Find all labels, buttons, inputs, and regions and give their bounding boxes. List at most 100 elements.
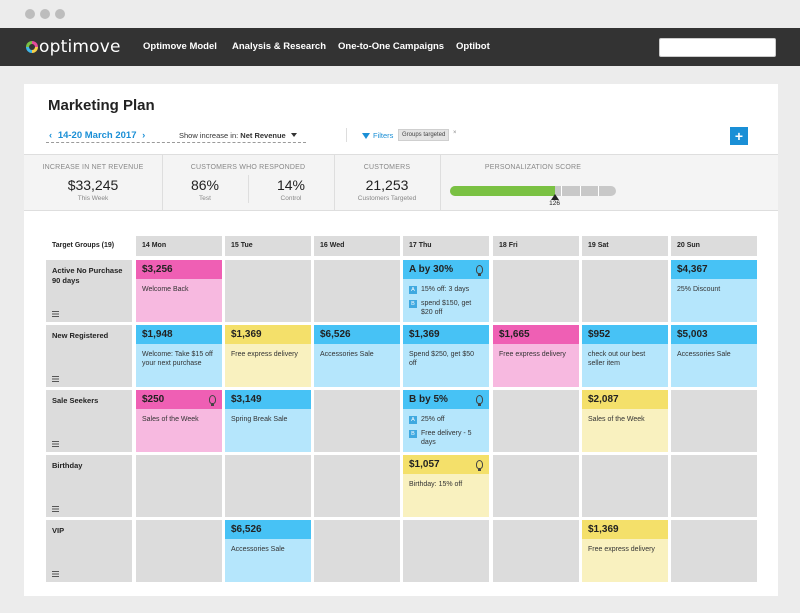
- filters-button[interactable]: Filters: [362, 131, 393, 140]
- list-icon[interactable]: [52, 506, 59, 512]
- show-increase-select[interactable]: Show increase in: Net Revenue: [179, 131, 297, 140]
- campaign-desc: Free express delivery: [231, 351, 298, 358]
- empty-cell[interactable]: [314, 260, 400, 322]
- empty-cell[interactable]: [314, 520, 400, 582]
- campaign-amount: B by 5%: [403, 390, 489, 409]
- campaign-desc: Accessories Sale: [320, 351, 374, 358]
- campaign-card[interactable]: $1,057 Birthday: 15% off: [403, 455, 489, 517]
- group-row-header[interactable]: Birthday: [46, 455, 132, 517]
- group-row-header[interactable]: Active No Purchase 90 days: [46, 260, 132, 322]
- empty-cell[interactable]: [493, 455, 579, 517]
- campaign-card[interactable]: $1,665 Free express delivery: [493, 325, 579, 387]
- empty-cell[interactable]: [136, 520, 222, 582]
- campaign-card[interactable]: $2,087 Sales of the Week: [582, 390, 668, 452]
- campaign-card[interactable]: $1,369 Free express delivery: [225, 325, 311, 387]
- list-icon[interactable]: [52, 571, 59, 577]
- optimove-logo[interactable]: optimove: [26, 37, 121, 57]
- add-campaign-button[interactable]: +: [730, 127, 748, 145]
- close-icon[interactable]: ×: [453, 130, 457, 136]
- date-range[interactable]: 14-20 March 2017: [57, 130, 137, 141]
- campaign-card[interactable]: $6,526 Accessories Sale: [314, 325, 400, 387]
- list-icon[interactable]: [52, 441, 59, 447]
- net-revenue-sub: This Week: [77, 195, 109, 202]
- empty-cell[interactable]: [314, 455, 400, 517]
- campaign-desc: Free express delivery: [588, 546, 655, 553]
- empty-cell[interactable]: [314, 390, 400, 452]
- day-header: 16 Wed: [314, 236, 400, 256]
- empty-cell[interactable]: [671, 390, 757, 452]
- variant-a-text: 15% off: 3 days: [421, 286, 470, 293]
- window-maximize-icon[interactable]: [55, 9, 65, 19]
- stats-divider: [334, 155, 335, 211]
- campaign-desc: A 25% off B Free delivery - 5 days: [403, 409, 489, 447]
- campaign-desc: Birthday: 15% off: [409, 481, 463, 488]
- empty-cell[interactable]: [136, 455, 222, 517]
- campaign-card[interactable]: $1,369 Spend $250, get $50 off: [403, 325, 489, 387]
- campaign-desc: Spend $250, get $50 off: [409, 351, 475, 367]
- day-header: 17 Thu: [403, 236, 489, 256]
- empty-cell[interactable]: [493, 260, 579, 322]
- list-icon[interactable]: [52, 311, 59, 317]
- campaign-amount: $1,665: [493, 325, 579, 344]
- nav-one-to-one-campaigns[interactable]: One-to-One Campaigns: [338, 41, 445, 52]
- campaign-amount: $6,526: [225, 520, 311, 539]
- campaign-desc: Welcome Back: [136, 279, 222, 294]
- empty-cell[interactable]: [582, 260, 668, 322]
- campaign-card[interactable]: $3,256 Welcome Back: [136, 260, 222, 322]
- campaign-card[interactable]: $4,367 25% Discount: [671, 260, 757, 322]
- campaign-amount: $1,369: [403, 325, 489, 344]
- group-name: Active No Purchase 90 days: [52, 266, 123, 285]
- stats-divider: [162, 155, 163, 211]
- target-groups-header: Target Groups (19): [52, 242, 115, 249]
- responded-test-value: 86%: [190, 177, 220, 193]
- score-marker-icon: [550, 194, 559, 200]
- campaign-card[interactable]: $952 check out our best seller item: [582, 325, 668, 387]
- show-increase-value: Net Revenue: [240, 131, 286, 140]
- group-row-header[interactable]: VIP: [46, 520, 132, 582]
- group-row-header[interactable]: Sale Seekers: [46, 390, 132, 452]
- empty-cell[interactable]: [671, 455, 757, 517]
- campaign-amount: $1,057: [403, 455, 489, 474]
- responded-label: CUSTOMERS WHO RESPONDED: [190, 164, 306, 171]
- campaign-card[interactable]: $250 Sales of the Week: [136, 390, 222, 452]
- group-row-header[interactable]: New Registered: [46, 325, 132, 387]
- group-name: New Registered: [52, 331, 109, 340]
- group-name: Birthday: [52, 461, 83, 470]
- empty-cell[interactable]: [493, 390, 579, 452]
- empty-cell[interactable]: [225, 455, 311, 517]
- nav-analysis-research[interactable]: Analysis & Research: [232, 41, 326, 52]
- filter-chip-groups-targeted[interactable]: Groups targeted: [398, 129, 450, 141]
- chevron-right-icon[interactable]: ›: [142, 130, 146, 141]
- empty-cell[interactable]: [493, 520, 579, 582]
- marketing-plan-panel: Marketing Plan ‹ 14-20 March 2017 › Show…: [24, 84, 778, 596]
- campaign-card[interactable]: $1,948 Welcome: Take $15 off your next p…: [136, 325, 222, 387]
- toolbar-separator: [346, 128, 347, 142]
- campaign-amount: $1,369: [582, 520, 668, 539]
- group-name: VIP: [52, 526, 65, 535]
- chevron-left-icon[interactable]: ‹: [49, 130, 53, 141]
- empty-cell[interactable]: [582, 455, 668, 517]
- empty-cell[interactable]: [225, 260, 311, 322]
- empty-cell[interactable]: [403, 520, 489, 582]
- nav-optibot[interactable]: Optibot: [456, 41, 490, 52]
- campaign-card[interactable]: $5,003 Accessories Sale: [671, 325, 757, 387]
- variant-b-badge: B: [409, 430, 417, 438]
- search-input[interactable]: [659, 38, 776, 57]
- list-icon[interactable]: [52, 376, 59, 382]
- empty-cell[interactable]: [671, 520, 757, 582]
- window-minimize-icon[interactable]: [40, 9, 50, 19]
- day-header: 18 Fri: [493, 236, 579, 256]
- campaign-desc: Welcome: Take $15 off your next purchase: [142, 351, 213, 367]
- campaign-card[interactable]: $6,526 Accessories Sale: [225, 520, 311, 582]
- variant-b-text: Free delivery - 5 days: [421, 430, 472, 446]
- window-close-icon[interactable]: [25, 9, 35, 19]
- campaign-card[interactable]: $3,149 Spring Break Sale: [225, 390, 311, 452]
- campaign-card[interactable]: $1,369 Free express delivery: [582, 520, 668, 582]
- logo-text: optimove: [39, 37, 121, 57]
- logo-mark-icon: [26, 41, 38, 53]
- campaign-desc: check out our best seller item: [588, 351, 646, 367]
- customers-sub: Customers Targeted: [357, 195, 417, 202]
- nav-optimove-model[interactable]: Optimove Model: [143, 41, 217, 52]
- ab-test-card[interactable]: B by 5% A 25% off B Free delivery - 5 days: [403, 390, 489, 452]
